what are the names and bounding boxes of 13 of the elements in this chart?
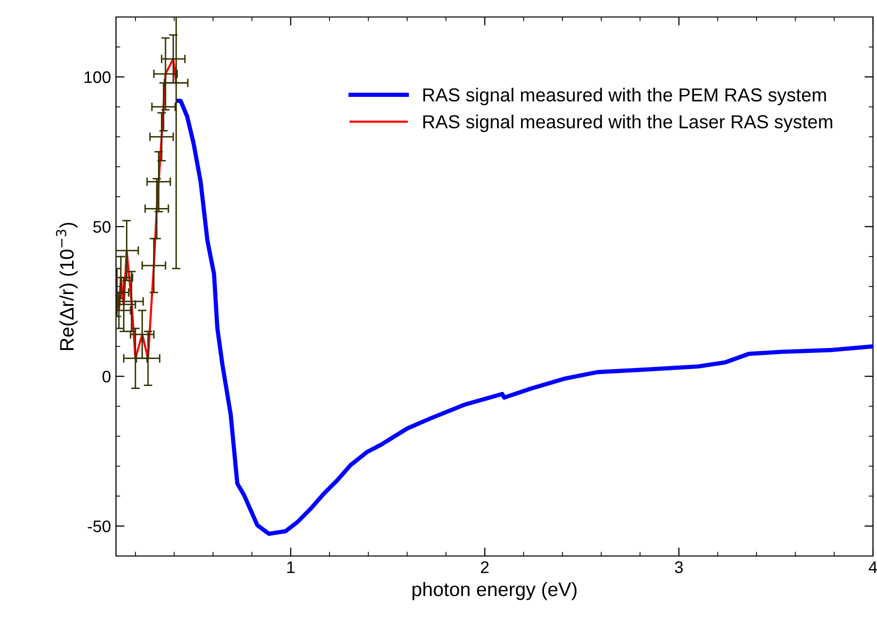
x-tick-label: 4 [868,561,877,573]
line-series [116,58,178,360]
legend-label: RAS signal measured with the PEM RAS system [423,88,826,106]
legend-label: RAS signal measured with the Laser RAS system [423,114,832,132]
y-tick-label: 50 [93,221,110,233]
y-tick-label: -50 [88,520,110,532]
x-axis-title: photon energy (eV) [412,582,577,600]
x-tick-label: 2 [481,561,489,573]
y-tick-label: 100 [84,71,110,84]
x-tick-label: 1 [287,561,295,573]
y-tick-label: 0 [102,370,110,383]
x-tick-label: 3 [674,561,683,574]
y-axis-title: Re(Δr/r) (10$^{−3}$) [56,222,78,350]
